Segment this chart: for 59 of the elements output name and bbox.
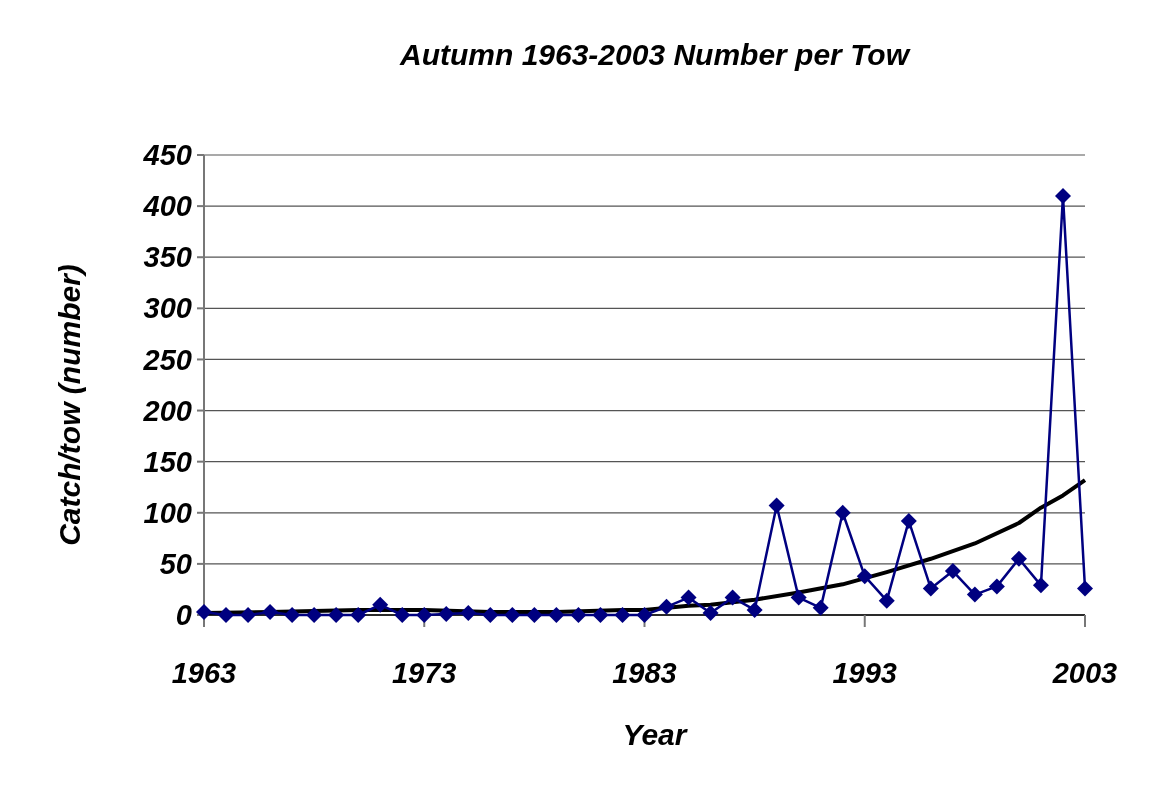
y-tick-label: 0 bbox=[175, 599, 192, 632]
point bbox=[614, 607, 631, 623]
y-tick-label: 50 bbox=[159, 548, 192, 581]
point bbox=[724, 589, 741, 606]
point bbox=[1077, 580, 1093, 597]
point bbox=[438, 605, 455, 622]
point bbox=[636, 607, 653, 623]
point bbox=[966, 586, 983, 603]
chart-title: Autumn 1963-2003 Number per Tow bbox=[398, 38, 911, 71]
point bbox=[526, 607, 543, 623]
x-tick-label: 1973 bbox=[391, 657, 457, 689]
point bbox=[306, 607, 323, 623]
point bbox=[702, 604, 719, 621]
point bbox=[1054, 187, 1071, 204]
point bbox=[834, 504, 851, 521]
point bbox=[328, 607, 345, 623]
y-tick-label: 300 bbox=[143, 292, 192, 325]
point bbox=[394, 607, 411, 623]
x-axis-title: Year bbox=[622, 718, 689, 751]
point bbox=[922, 580, 939, 597]
point bbox=[196, 603, 212, 620]
point bbox=[812, 599, 829, 616]
point bbox=[350, 607, 367, 623]
x-tick-label: 2003 bbox=[1051, 657, 1118, 689]
x-tick-label: 1983 bbox=[612, 657, 677, 689]
y-tick-label: 250 bbox=[142, 343, 192, 376]
y-tick-label: 200 bbox=[142, 394, 192, 427]
y-tick-label: 450 bbox=[142, 139, 192, 172]
point bbox=[680, 589, 697, 606]
y-axis-title: Catch/tow (number) bbox=[53, 264, 86, 546]
point bbox=[900, 512, 917, 529]
point bbox=[856, 568, 873, 585]
y-tick-label: 400 bbox=[142, 190, 192, 223]
point bbox=[878, 592, 895, 609]
point bbox=[592, 607, 609, 623]
point bbox=[372, 596, 389, 613]
y-tick-label: 150 bbox=[143, 445, 192, 478]
point bbox=[570, 607, 587, 623]
point bbox=[262, 603, 279, 620]
point bbox=[1010, 550, 1027, 567]
point bbox=[416, 607, 433, 623]
x-tick-label: 1993 bbox=[832, 657, 898, 689]
point bbox=[504, 607, 521, 623]
point bbox=[746, 601, 763, 618]
point bbox=[988, 578, 1005, 595]
point bbox=[944, 563, 961, 580]
point bbox=[548, 607, 565, 623]
x-tick-label: 1963 bbox=[171, 657, 237, 689]
point bbox=[284, 607, 301, 623]
y-tick-label: 100 bbox=[143, 496, 192, 529]
point bbox=[460, 604, 477, 621]
y-tick-label: 350 bbox=[143, 241, 192, 274]
point bbox=[482, 607, 499, 623]
point bbox=[658, 598, 675, 615]
point bbox=[218, 607, 235, 623]
point bbox=[790, 589, 807, 606]
point bbox=[1032, 577, 1049, 594]
point bbox=[768, 497, 785, 514]
point bbox=[240, 607, 257, 623]
